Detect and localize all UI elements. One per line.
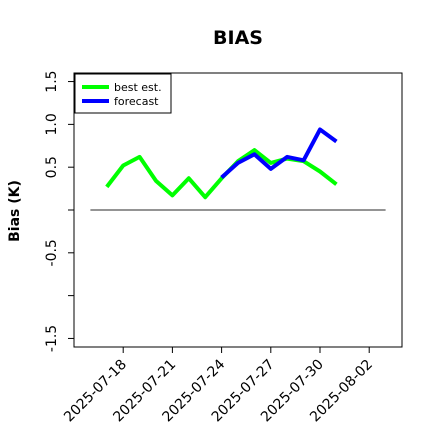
- legend-box: [74, 73, 172, 114]
- y-tick-label: -0.5: [44, 239, 60, 266]
- chart-title: BIAS: [213, 27, 263, 49]
- y-tick-label: -1.5: [44, 325, 60, 352]
- series-line-best-est: [105, 148, 338, 200]
- legend-label: forecast: [114, 95, 159, 108]
- y-tick-label: 1.5: [44, 70, 60, 92]
- legend-label: best est.: [114, 81, 162, 94]
- y-tick-label: 0.5: [44, 156, 60, 178]
- series-line-forecast: [220, 127, 338, 179]
- y-axis-label: Bias (K): [7, 180, 23, 242]
- y-tick-label: 1.0: [44, 113, 60, 135]
